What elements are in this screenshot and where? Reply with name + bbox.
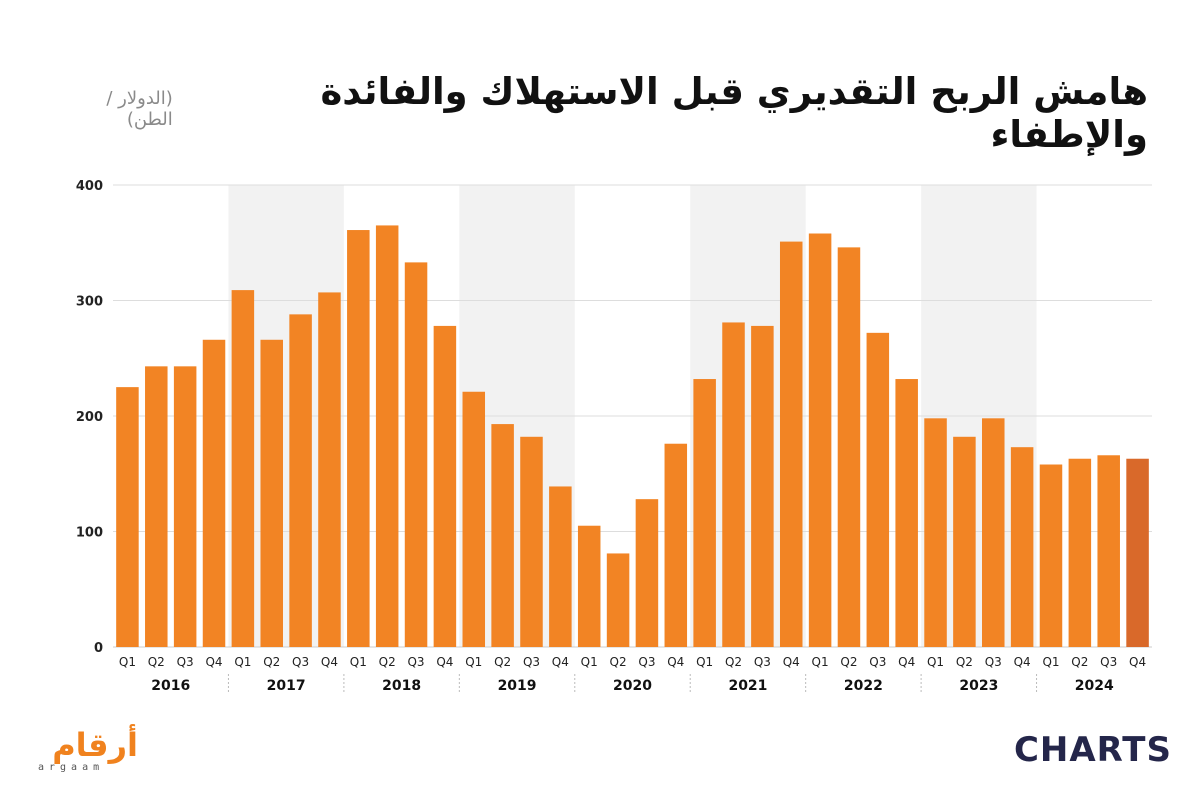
x-tick-label-2023-Q1: Q1: [927, 655, 944, 669]
x-tick-label-2020-Q4: Q4: [667, 655, 684, 669]
x-tick-label-2021-Q4: Q4: [783, 655, 800, 669]
x-tick-label-2017-Q4: Q4: [321, 655, 338, 669]
bar-2024-Q2: [1068, 458, 1092, 647]
x-tick-label-2016-Q3: Q3: [177, 655, 194, 669]
year-label-2022: 2022: [844, 678, 883, 694]
x-tick-label-2019-Q1: Q1: [465, 655, 482, 669]
chart-title: هامش الربح التقديري قبل الاستهلاك والفائ…: [320, 70, 1148, 156]
bar-2022-Q2: [837, 247, 861, 647]
bar-2022-Q3: [866, 332, 890, 647]
x-tick-label-2020-Q3: Q3: [638, 655, 655, 669]
x-tick-label-2023-Q4: Q4: [1014, 655, 1031, 669]
x-tick-label-2021-Q2: Q2: [725, 655, 742, 669]
bar-2021-Q4: [779, 241, 803, 647]
bar-2021-Q3: [751, 325, 774, 647]
x-tick-label-2020-Q2: Q2: [610, 655, 627, 669]
x-tick-label-2016-Q4: Q4: [205, 655, 222, 669]
bar-2020-Q3: [635, 499, 659, 647]
x-tick-label-2022-Q1: Q1: [812, 655, 829, 669]
bar-2022-Q1: [808, 233, 832, 647]
x-tick-label-2017-Q2: Q2: [263, 655, 280, 669]
year-label-2020: 2020: [613, 678, 652, 694]
year-label-2024: 2024: [1075, 678, 1114, 694]
year-label-2016: 2016: [151, 678, 190, 694]
charts-logo: CHARTS: [1013, 730, 1172, 770]
x-tick-label-2021-Q3: Q3: [754, 655, 771, 669]
x-tick-label-2024-Q4: Q4: [1129, 655, 1146, 669]
y-tick-label-300: 300: [76, 295, 103, 310]
bar-2023-Q1: [924, 418, 947, 647]
year-label-2018: 2018: [382, 678, 421, 694]
bar-2021-Q2: [722, 322, 745, 647]
x-tick-label-2024-Q1: Q1: [1042, 655, 1059, 669]
bar-2024-Q4: [1126, 458, 1149, 647]
bar-2016-Q3: [173, 366, 197, 647]
chart-subtitle: (الدولار / الطن): [106, 88, 173, 130]
bar-2017-Q3: [289, 314, 312, 647]
bar-2019-Q2: [491, 424, 514, 647]
year-label-2021: 2021: [728, 678, 767, 694]
y-tick-label-0: 0: [94, 641, 103, 656]
x-tick-label-2016-Q2: Q2: [148, 655, 165, 669]
year-label-2017: 2017: [267, 678, 306, 694]
bar-2020-Q2: [606, 553, 630, 647]
bar-2020-Q1: [577, 525, 601, 647]
y-tick-label-400: 400: [76, 179, 103, 194]
x-tick-label-2020-Q1: Q1: [581, 655, 598, 669]
x-tick-label-2018-Q1: Q1: [350, 655, 367, 669]
bar-2018-Q1: [347, 230, 370, 648]
x-tick-label-2018-Q3: Q3: [407, 655, 424, 669]
title-block: هامش الربح التقديري قبل الاستهلاك والفائ…: [60, 70, 1148, 156]
bar-2024-Q1: [1039, 464, 1063, 647]
bar-2018-Q3: [404, 262, 428, 647]
y-tick-label-200: 200: [76, 410, 103, 425]
bar-2018-Q4: [433, 325, 457, 647]
year-label-2019: 2019: [498, 678, 537, 694]
x-tick-label-2024-Q2: Q2: [1071, 655, 1088, 669]
year-label-2023: 2023: [959, 678, 998, 694]
bar-2016-Q2: [145, 366, 168, 647]
bar-2017-Q2: [260, 339, 283, 647]
bar-2021-Q1: [693, 379, 716, 647]
x-tick-label-2023-Q3: Q3: [985, 655, 1002, 669]
bar-2017-Q4: [318, 292, 341, 647]
bar-2017-Q1: [231, 290, 255, 647]
bar-2022-Q4: [895, 379, 918, 647]
x-tick-label-2016-Q1: Q1: [119, 655, 136, 669]
x-tick-label-2022-Q4: Q4: [898, 655, 915, 669]
x-tick-label-2023-Q2: Q2: [956, 655, 973, 669]
bar-2016-Q1: [116, 387, 139, 647]
bar-2019-Q1: [462, 391, 486, 647]
x-tick-label-2019-Q2: Q2: [494, 655, 511, 669]
bar-2016-Q4: [202, 339, 226, 647]
argaam-logo: أرقام argaam: [28, 728, 138, 778]
bar-2019-Q4: [549, 486, 572, 647]
x-tick-label-2017-Q1: Q1: [234, 655, 251, 669]
bar-2024-Q3: [1097, 455, 1120, 647]
bar-2023-Q4: [1010, 447, 1034, 647]
x-tick-label-2018-Q2: Q2: [379, 655, 396, 669]
argaam-logo-arabic: أرقام: [52, 726, 138, 764]
x-tick-label-2019-Q4: Q4: [552, 655, 569, 669]
bar-2020-Q4: [664, 443, 688, 647]
x-tick-label-2024-Q3: Q3: [1100, 655, 1117, 669]
x-tick-label-2022-Q2: Q2: [840, 655, 857, 669]
bar-2023-Q3: [982, 418, 1005, 647]
x-tick-label-2022-Q3: Q3: [869, 655, 886, 669]
y-tick-label-100: 100: [76, 526, 103, 541]
bar-2019-Q3: [520, 436, 543, 647]
x-tick-label-2019-Q3: Q3: [523, 655, 540, 669]
x-tick-label-2018-Q4: Q4: [436, 655, 453, 669]
bar-2023-Q2: [953, 436, 976, 647]
bar-2018-Q2: [375, 225, 399, 648]
argaam-logo-latin: argaam: [38, 762, 105, 773]
x-tick-label-2017-Q3: Q3: [292, 655, 309, 669]
x-tick-label-2021-Q1: Q1: [696, 655, 713, 669]
